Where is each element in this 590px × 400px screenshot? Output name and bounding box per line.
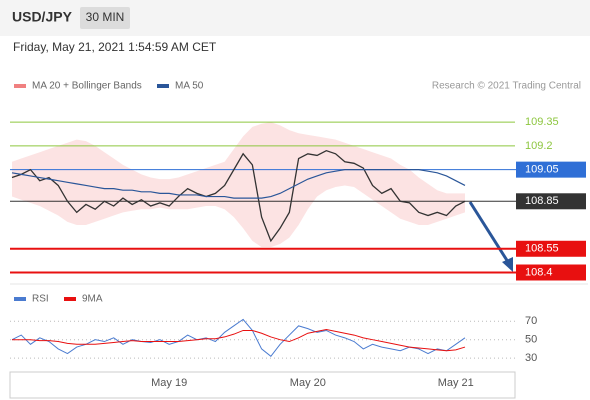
- legend-label: MA 20 + Bollinger Bands: [32, 81, 142, 92]
- legend-swatch: [157, 84, 169, 88]
- x-tick-label: May 21: [438, 377, 474, 389]
- y-tick-label: 30: [525, 352, 537, 364]
- level-box: [516, 161, 586, 178]
- level-box: [516, 240, 586, 257]
- legend-swatch: [14, 297, 26, 301]
- credit: Research © 2021 Trading Central: [432, 81, 581, 92]
- legend-swatch: [64, 297, 76, 301]
- level-label: 108.85: [525, 195, 559, 207]
- x-tick-label: May 19: [151, 377, 187, 389]
- series-line: [11, 149, 466, 243]
- x-axis-box: [9, 371, 516, 399]
- series-line: [11, 318, 466, 358]
- y-tick-label: 50: [525, 334, 537, 346]
- level-label: 109.2: [525, 140, 553, 152]
- level-box: [516, 264, 586, 281]
- legend-swatch: [14, 84, 26, 88]
- timestamp: Friday, May 21, 2021 1:54:59 AM CET: [13, 40, 217, 54]
- level-label: 108.4: [525, 266, 553, 278]
- series-line: [12, 329, 466, 352]
- forecast-arrow: [468, 201, 510, 263]
- interval-badge[interactable]: [80, 7, 130, 29]
- legend-label: MA 50: [175, 81, 204, 92]
- level-label: 109.35: [525, 116, 559, 128]
- level-label: 109.05: [525, 164, 559, 176]
- symbol: USD/JPY: [12, 9, 73, 25]
- interval[interactable]: 30 MIN: [86, 10, 125, 24]
- y-tick-label: 70: [525, 315, 537, 327]
- bollinger-band: [12, 122, 465, 248]
- arrow-head: [502, 257, 513, 272]
- series-line: [11, 169, 466, 199]
- level-box: [516, 193, 586, 210]
- x-tick-label: May 20: [290, 377, 326, 389]
- legend-label: 9MA: [82, 294, 103, 305]
- level-label: 108.55: [525, 243, 559, 255]
- legend-label: RSI: [32, 294, 49, 305]
